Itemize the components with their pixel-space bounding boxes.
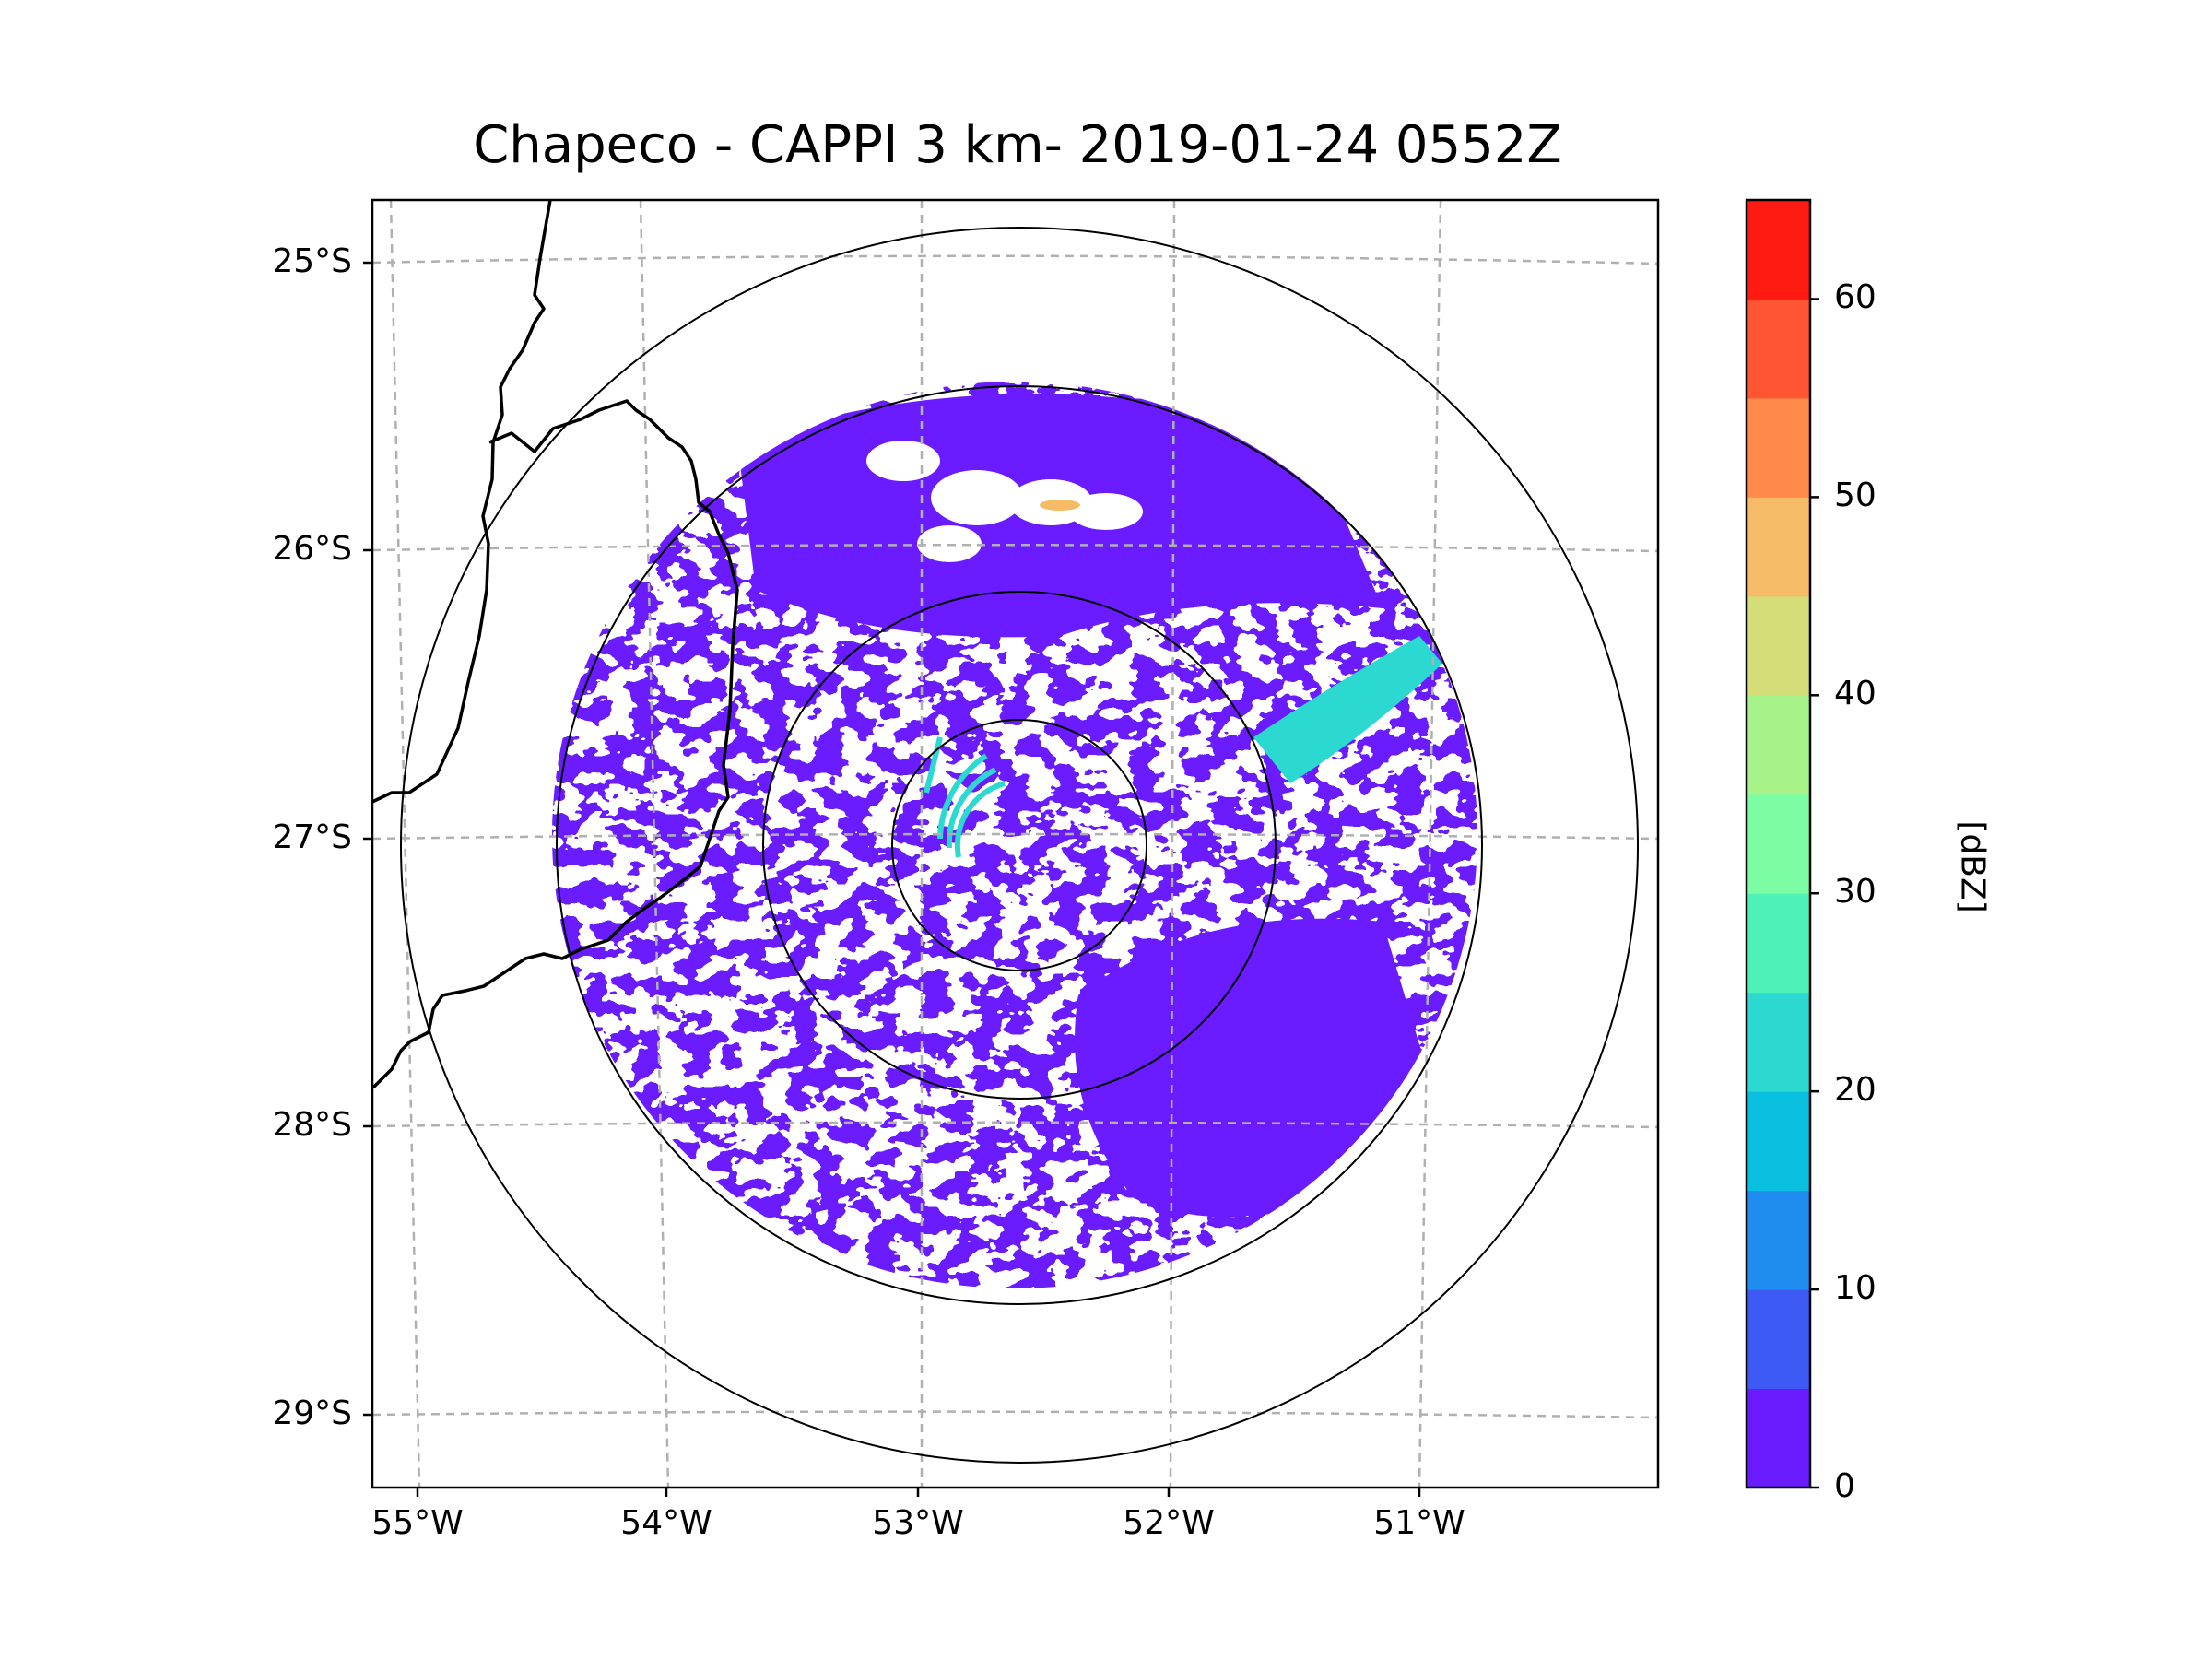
lon-label-54w: 54°W xyxy=(620,1504,712,1542)
border-argentina-brazil xyxy=(372,399,739,1089)
gridline-lat-27 xyxy=(372,832,1658,841)
lon-label-53w: 53°W xyxy=(872,1504,964,1542)
map-frame xyxy=(371,198,1660,1489)
colorbar-bin-10-15 xyxy=(1747,1190,1810,1290)
gridline-lat-26 xyxy=(372,543,1658,553)
gridline-lon-52 xyxy=(1169,200,1176,1488)
colorbar-bin-60-65 xyxy=(1747,200,1810,300)
range-ring-outer-data xyxy=(556,385,1483,1305)
colorbar-tick-label: 60 xyxy=(1834,278,1877,317)
colorbar-tick-label: 10 xyxy=(1834,1269,1877,1308)
lon-label-55w: 55°W xyxy=(371,1504,464,1542)
map-ticks xyxy=(363,261,1421,1497)
colorbar-tick-label: 20 xyxy=(1834,1071,1877,1110)
southeast-echo-band xyxy=(1075,918,1438,1218)
colorbar-bin-0-5 xyxy=(1747,1388,1810,1488)
colorbar-bin-15-20 xyxy=(1747,1091,1810,1192)
lat-label-29s: 29°S xyxy=(272,1394,352,1432)
colorbar-frame xyxy=(1745,198,1812,1489)
echo-layer xyxy=(552,382,1477,1288)
colorbar-bin-50-55 xyxy=(1747,397,1810,498)
gridline-lat-28 xyxy=(372,1121,1658,1129)
colorbar-tick-label: 50 xyxy=(1834,477,1877,515)
colorbar-ticks xyxy=(1810,298,1819,1489)
range-ring-inner xyxy=(891,719,1147,971)
figure-title: Chapeco - CAPPI 3 km- 2019-01-24 0552Z xyxy=(473,115,1562,175)
center-clutter-rings xyxy=(924,736,1006,858)
political-borders xyxy=(372,200,739,1089)
range-ring-max xyxy=(400,227,1639,1464)
lon-label-51w: 51°W xyxy=(1373,1504,1465,1542)
gridline-lon-55 xyxy=(389,200,421,1488)
lat-label-25s: 25°S xyxy=(272,242,352,280)
range-ring-middle xyxy=(762,591,1277,1100)
gridline-lon-51 xyxy=(1418,200,1442,1488)
gridline-lat-25 xyxy=(372,254,1658,265)
strong-echo-cell xyxy=(1040,500,1080,511)
colorbar-tick-label: 40 xyxy=(1834,675,1877,713)
colorbar-bin-20-25 xyxy=(1747,992,1810,1092)
colorbar-bin-45-50 xyxy=(1747,497,1810,597)
east-moderate-echo xyxy=(1253,636,1442,783)
colorbar xyxy=(1747,200,1810,1488)
colorbar-bin-55-60 xyxy=(1747,299,1810,399)
gridline-lat-29 xyxy=(372,1410,1658,1419)
colorbar-tick-label: 0 xyxy=(1834,1467,1855,1505)
colorbar-bin-5-10 xyxy=(1747,1289,1810,1390)
lat-label-28s: 28°S xyxy=(272,1106,352,1144)
range-rings xyxy=(400,227,1639,1464)
colorbar-bin-35-40 xyxy=(1747,695,1810,795)
colorbar-tick-label: 30 xyxy=(1834,873,1877,912)
lat-label-27s: 27°S xyxy=(272,818,352,856)
colorbar-bin-40-45 xyxy=(1747,595,1810,696)
border-paraguay-brazil xyxy=(372,200,552,804)
colorbar-label: [dBZ] xyxy=(1953,820,1992,913)
colorbar-bin-30-35 xyxy=(1747,794,1810,894)
colorbar-bin-25-30 xyxy=(1747,893,1810,994)
lon-label-52w: 52°W xyxy=(1123,1504,1215,1542)
lat-label-26s: 26°S xyxy=(272,530,352,568)
